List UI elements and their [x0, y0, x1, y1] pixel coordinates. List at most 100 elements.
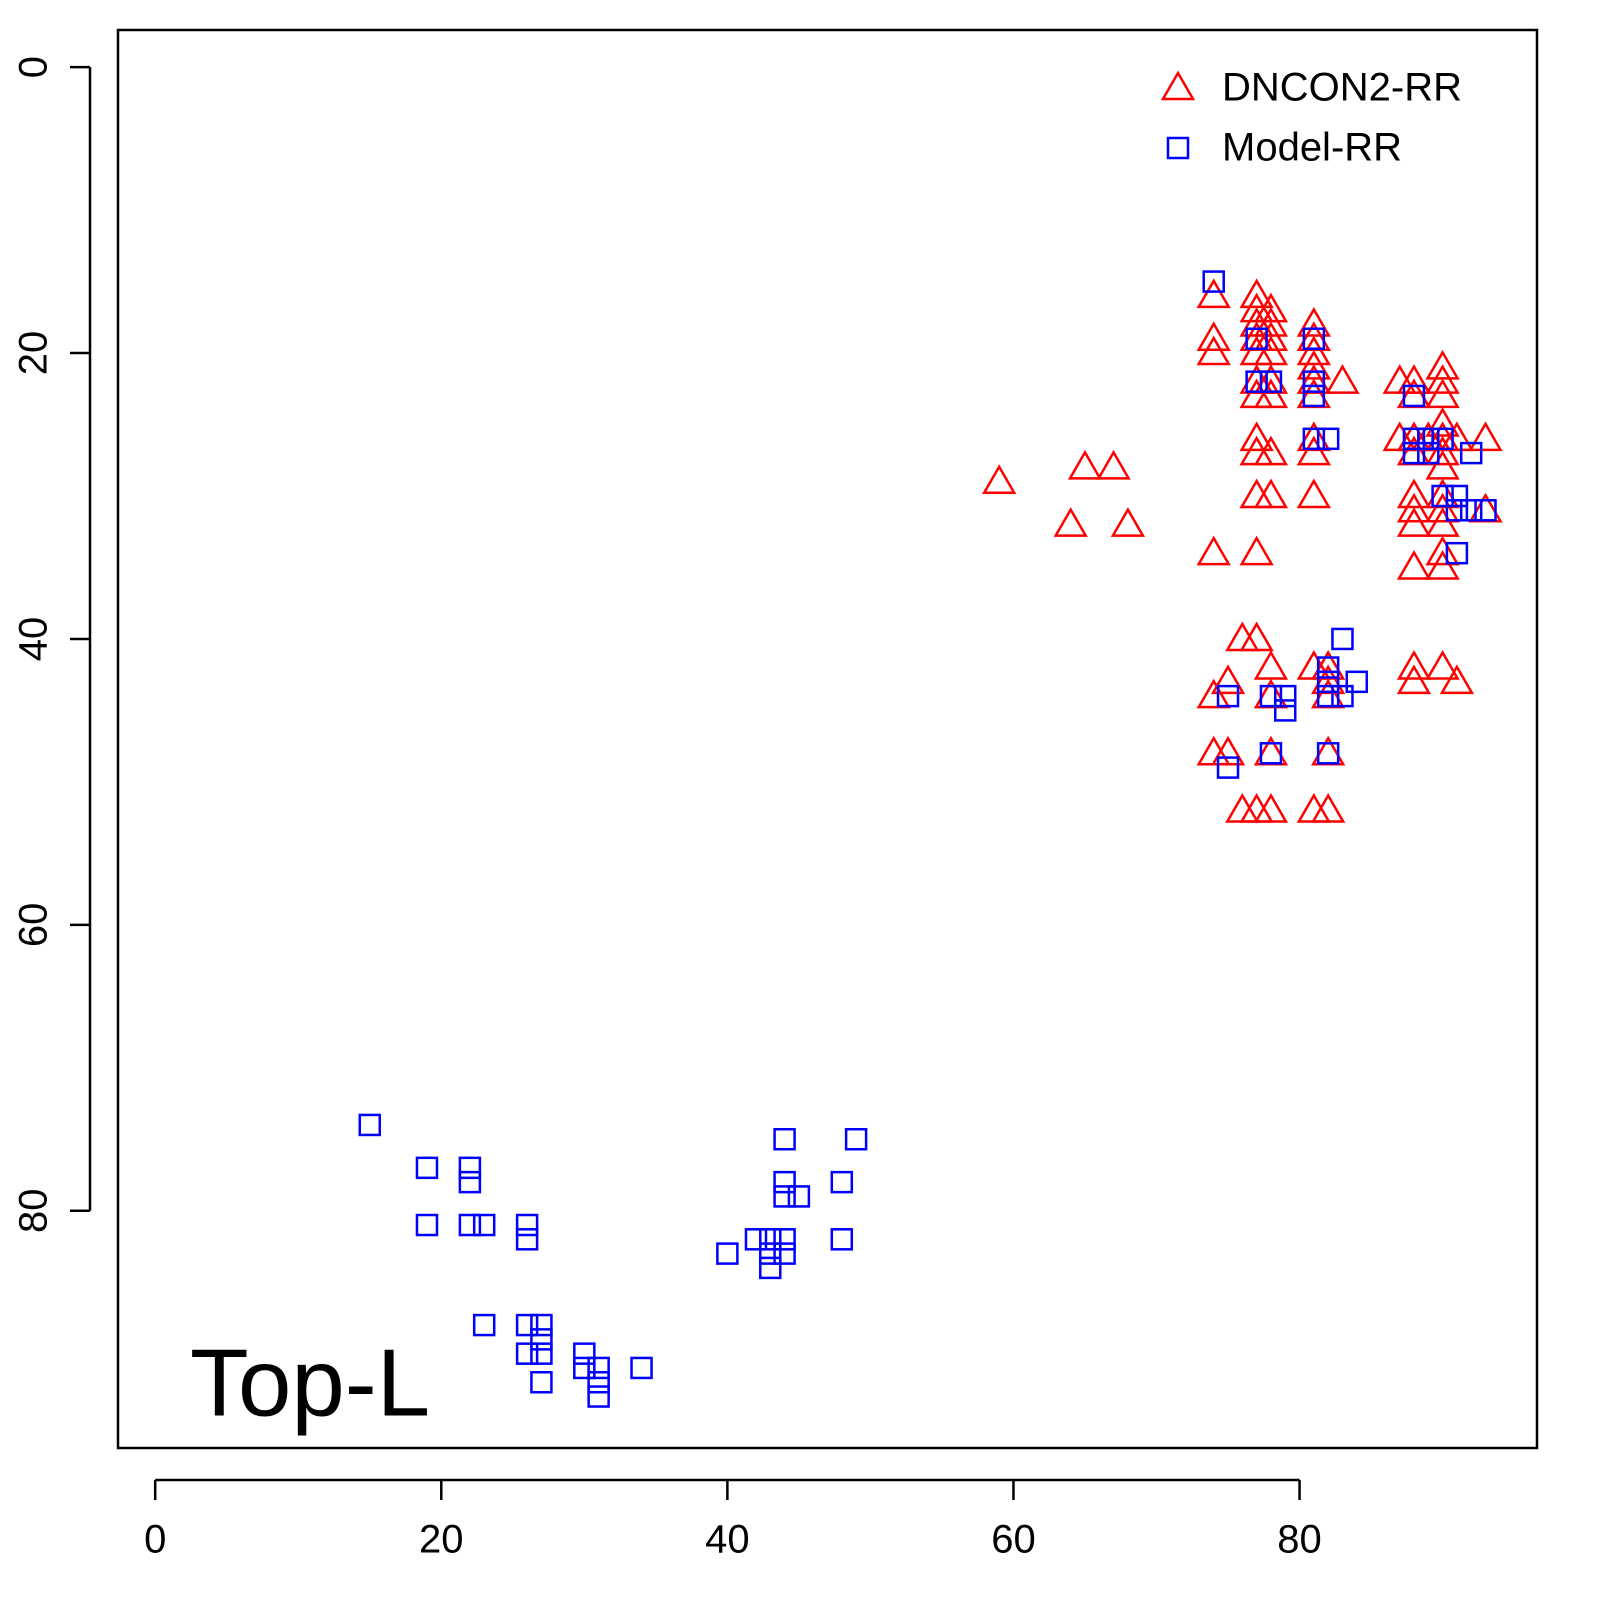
point	[1053, 507, 1088, 537]
point	[787, 1185, 811, 1208]
point	[1296, 792, 1332, 823]
point	[1316, 427, 1340, 451]
point	[1239, 478, 1274, 509]
point	[1110, 507, 1146, 537]
point	[844, 1127, 868, 1151]
point	[515, 1313, 539, 1337]
legend-label: Model-RR	[1222, 126, 1402, 170]
point	[1425, 435, 1460, 466]
point	[1259, 742, 1283, 765]
point	[515, 1342, 539, 1365]
point	[1425, 407, 1460, 437]
point	[1445, 541, 1469, 565]
point	[1273, 684, 1297, 708]
point	[472, 1213, 496, 1237]
point	[1425, 492, 1460, 523]
point	[1425, 449, 1460, 480]
point	[759, 1228, 782, 1251]
point	[1202, 270, 1225, 293]
y-tick-label: 20	[12, 331, 56, 376]
legend-marker	[1160, 70, 1196, 101]
point	[530, 1370, 553, 1394]
y-tick-label: 40	[12, 617, 56, 662]
point	[530, 1342, 553, 1365]
point	[1096, 449, 1131, 480]
point	[1302, 427, 1326, 451]
point	[1396, 650, 1432, 680]
point	[1259, 684, 1283, 708]
point	[981, 464, 1017, 494]
point	[1216, 684, 1240, 708]
point	[1425, 378, 1460, 409]
point	[1253, 435, 1289, 466]
point	[1302, 370, 1326, 393]
point	[1239, 421, 1274, 452]
point	[587, 1370, 610, 1394]
point	[1253, 335, 1289, 366]
point	[458, 1213, 482, 1237]
point	[587, 1385, 610, 1408]
point	[530, 1328, 553, 1351]
point	[759, 1256, 782, 1280]
point	[1431, 427, 1454, 451]
y-tick-label: 0	[12, 56, 56, 78]
y-tick-label: 60	[12, 903, 56, 948]
point	[1425, 650, 1460, 680]
point	[773, 1228, 796, 1251]
point	[1325, 364, 1360, 394]
point	[1459, 441, 1483, 465]
point	[358, 1113, 382, 1137]
point	[1425, 349, 1460, 380]
point	[1196, 735, 1231, 766]
point	[1396, 664, 1432, 695]
point	[1253, 478, 1289, 509]
point	[1296, 335, 1332, 366]
point	[1259, 370, 1283, 393]
point	[458, 1156, 482, 1180]
point	[1196, 678, 1231, 709]
point	[716, 1242, 739, 1265]
point	[1417, 441, 1440, 465]
point	[530, 1313, 553, 1337]
point	[1239, 278, 1274, 309]
point	[1225, 621, 1260, 652]
point	[1396, 492, 1432, 523]
point	[1253, 378, 1289, 409]
point	[1331, 627, 1354, 651]
point	[1431, 484, 1454, 508]
point	[1439, 664, 1475, 695]
point	[773, 1185, 796, 1208]
point	[1396, 507, 1432, 537]
point	[1253, 292, 1289, 323]
legend-marker	[1166, 136, 1190, 160]
point	[1396, 549, 1432, 580]
point	[1310, 792, 1346, 823]
point	[1402, 384, 1426, 408]
point	[1210, 735, 1246, 766]
point	[1425, 549, 1460, 580]
point	[1316, 684, 1340, 708]
point	[515, 1228, 539, 1251]
point	[587, 1356, 610, 1380]
point	[1316, 656, 1340, 679]
point	[1253, 306, 1289, 337]
point	[1196, 278, 1231, 309]
point	[458, 1170, 482, 1194]
point	[630, 1356, 653, 1380]
point	[1402, 441, 1426, 465]
point	[1396, 364, 1432, 394]
point	[1445, 499, 1469, 522]
x-tick-label: 20	[419, 1518, 464, 1562]
point	[1302, 384, 1326, 408]
point	[1296, 478, 1332, 509]
point	[1439, 421, 1475, 452]
point	[773, 1170, 796, 1194]
plot-frame	[116, 28, 1539, 1450]
point	[472, 1313, 496, 1337]
x-tick-label: 40	[705, 1518, 750, 1562]
point	[1245, 370, 1268, 393]
point	[1245, 327, 1268, 351]
point	[1067, 449, 1103, 480]
point	[830, 1170, 854, 1194]
point	[1425, 507, 1460, 537]
